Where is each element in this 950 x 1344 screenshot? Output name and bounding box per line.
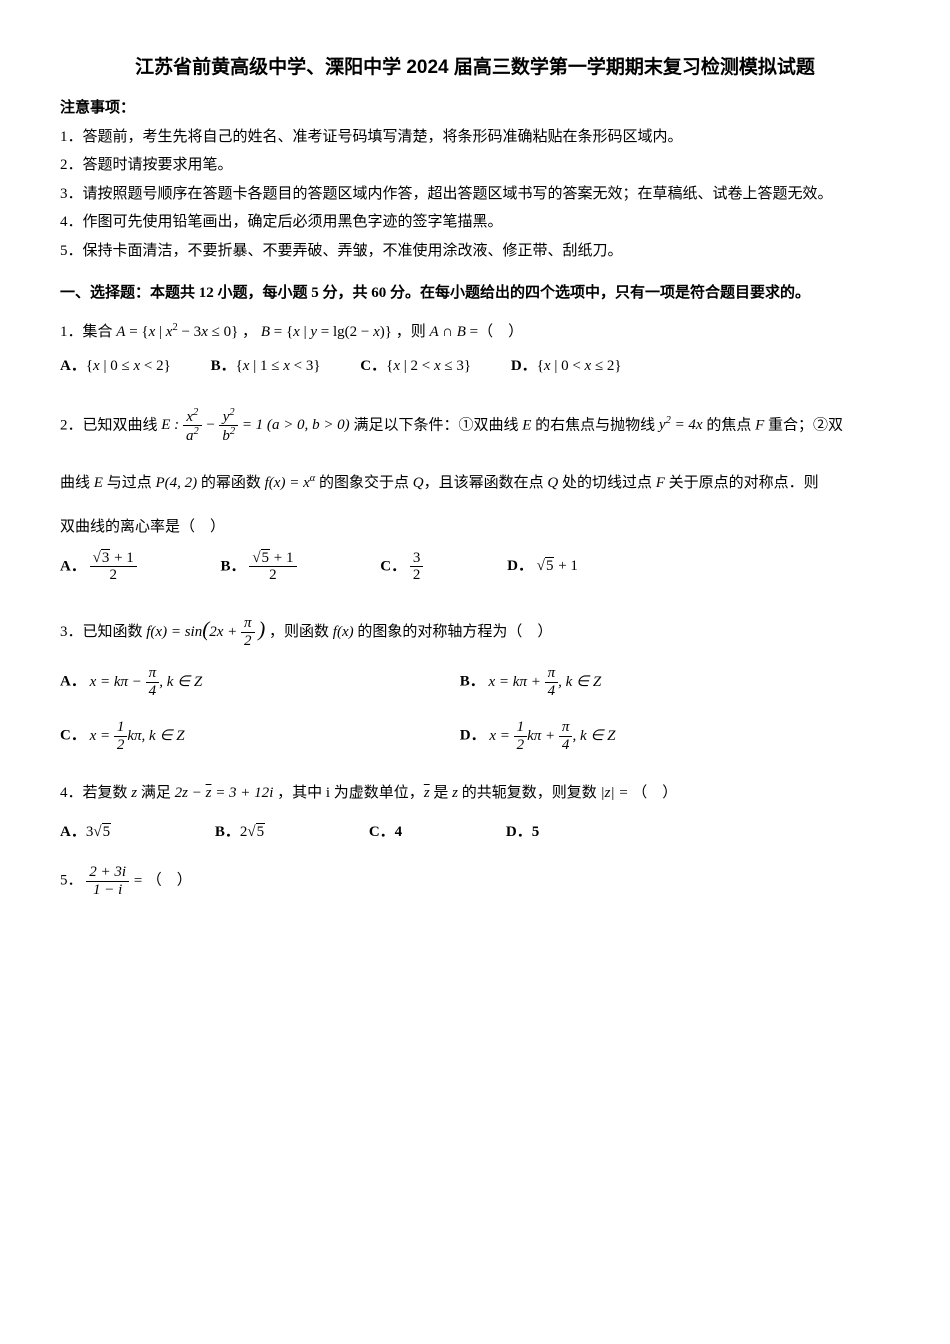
q3-choice-A: A． x = kπ − π4, k ∈ Z — [60, 665, 420, 699]
q2-choice-C: C． 32 — [380, 550, 423, 584]
question-1: 1．集合 A = {x | x2 − 3x ≤ 0} ， B = {x | y … — [60, 318, 890, 347]
q4-choice-C: C．4 — [369, 818, 402, 847]
q5-frac: 2 + 3i1 − i = — [86, 873, 146, 889]
q1-tail: ，则 A ∩ B =（ ） — [396, 324, 523, 340]
q3-stem1: 3．已知函数 — [60, 624, 146, 640]
exam-title: 江苏省前黄高级中学、溧阳中学 2024 届高三数学第一学期期末复习检测模拟试题 — [60, 50, 890, 86]
q4-choice-B: B．25 — [215, 818, 265, 847]
question-5: 5． 2 + 3i1 − i = （ ） — [60, 864, 890, 898]
notice-2: 2．答题时请按要求用笔。 — [60, 151, 890, 180]
q1-mid: ， — [242, 324, 257, 340]
q4-stem2: ，其中 i 为虚数单位，z 是 z 的共轭复数，则复数 — [277, 785, 600, 801]
q2-choice-D: D． 5 + 1 — [507, 552, 578, 581]
q2-stem2a: 满足以下条件：①双曲线 E 的右焦点与抛物线 y2 = 4x 的焦点 F 重合；… — [353, 417, 843, 433]
q3-fx: f(x) = sin(2x + π2 ) — [146, 624, 269, 640]
q3-choice-D: D． x = 12kπ + π4, k ∈ Z — [460, 719, 616, 753]
q1-setB: B = {x | y = lg(2 − x)} — [261, 324, 392, 340]
q5-stem2: （ ） — [147, 873, 192, 889]
q5-stem1: 5． — [60, 873, 83, 889]
q1-choice-C: C．{x | 2 < x ≤ 3} — [360, 352, 471, 381]
q4-abs: |z| = — [601, 785, 633, 801]
notice-label: 注意事项： — [60, 94, 890, 123]
q1-prefix: 1．集合 — [60, 324, 116, 340]
q2-fx: f(x) = xα — [265, 475, 316, 491]
q4-choices: A．35 B．25 C．4 D．5 — [60, 818, 890, 847]
q2-eq: E : x2a2 − y2b2 = 1 (a > 0, b > 0) — [161, 417, 353, 433]
q2-pointP: P(4, 2) — [155, 475, 197, 491]
q3-choices-row1: A． x = kπ − π4, k ∈ Z B． x = kπ + π4, k … — [60, 665, 890, 699]
q2-choice-B: B． 5 + 12 — [221, 550, 297, 584]
q2-stem1: 2．已知双曲线 — [60, 417, 161, 433]
q4-choice-A: A．35 — [60, 818, 111, 847]
q4-choice-D: D．5 — [506, 818, 539, 847]
q2-choices: A． 3 + 12 B． 5 + 12 C． 32 D． 5 + 1 — [60, 550, 890, 584]
q4-stem3: （ ） — [632, 785, 677, 801]
q1-choice-D: D．{x | 0 < x ≤ 2} — [511, 352, 622, 381]
notice-5: 5．保持卡面清洁，不要折暴、不要弄破、弄皱，不准使用涂改液、修正带、刮纸刀。 — [60, 237, 890, 266]
question-2-line3: 双曲线的离心率是（ ） — [60, 513, 890, 542]
notice-3: 3．请按照题号顺序在答题卡各题目的答题区域内作答，超出答题区域书写的答案无效；在… — [60, 180, 890, 209]
notice-1: 1．答题前，考生先将自己的姓名、准考证号码填写清楚，将条形码准确粘贴在条形码区域… — [60, 123, 890, 152]
part1-heading: 一、选择题：本题共 12 小题，每小题 5 分，共 60 分。在每小题给出的四个… — [60, 279, 890, 308]
question-3: 3．已知函数 f(x) = sin(2x + π2 ) ，则函数 f(x) 的图… — [60, 610, 890, 650]
q1-choice-A: A．{x | 0 ≤ x < 2} — [60, 352, 171, 381]
q1-choice-B: B．{x | 1 ≤ x < 3} — [211, 352, 321, 381]
question-2-line2: 曲线 E 与过点 P(4, 2) 的幂函数 f(x) = xα 的图象交于点 Q… — [60, 469, 890, 498]
question-4: 4．若复数 z 满足 2z − z = 3 + 12i ，其中 i 为虚数单位，… — [60, 779, 890, 808]
q1-setA: A = {x | x2 − 3x ≤ 0} — [116, 324, 238, 340]
q4-stem1: 4．若复数 z 满足 — [60, 785, 175, 801]
q4-eq: 2z − z = 3 + 12i — [175, 785, 274, 801]
question-2: 2．已知双曲线 E : x2a2 − y2b2 = 1 (a > 0, b > … — [60, 407, 890, 445]
q3-choice-B: B． x = kπ + π4, k ∈ Z — [460, 665, 601, 699]
q3-stem2: ，则函数 f(x) 的图象的对称轴方程为（ ） — [269, 624, 552, 640]
notice-4: 4．作图可先使用铅笔画出，确定后必须用黑色字迹的签字笔描黑。 — [60, 208, 890, 237]
q2-choice-A: A． 3 + 12 — [60, 550, 137, 584]
q3-choice-C: C． x = 12kπ, k ∈ Z — [60, 719, 420, 753]
q1-choices: A．{x | 0 ≤ x < 2} B．{x | 1 ≤ x < 3} C．{x… — [60, 352, 890, 381]
q3-choices-row2: C． x = 12kπ, k ∈ Z D． x = 12kπ + π4, k ∈… — [60, 719, 890, 753]
